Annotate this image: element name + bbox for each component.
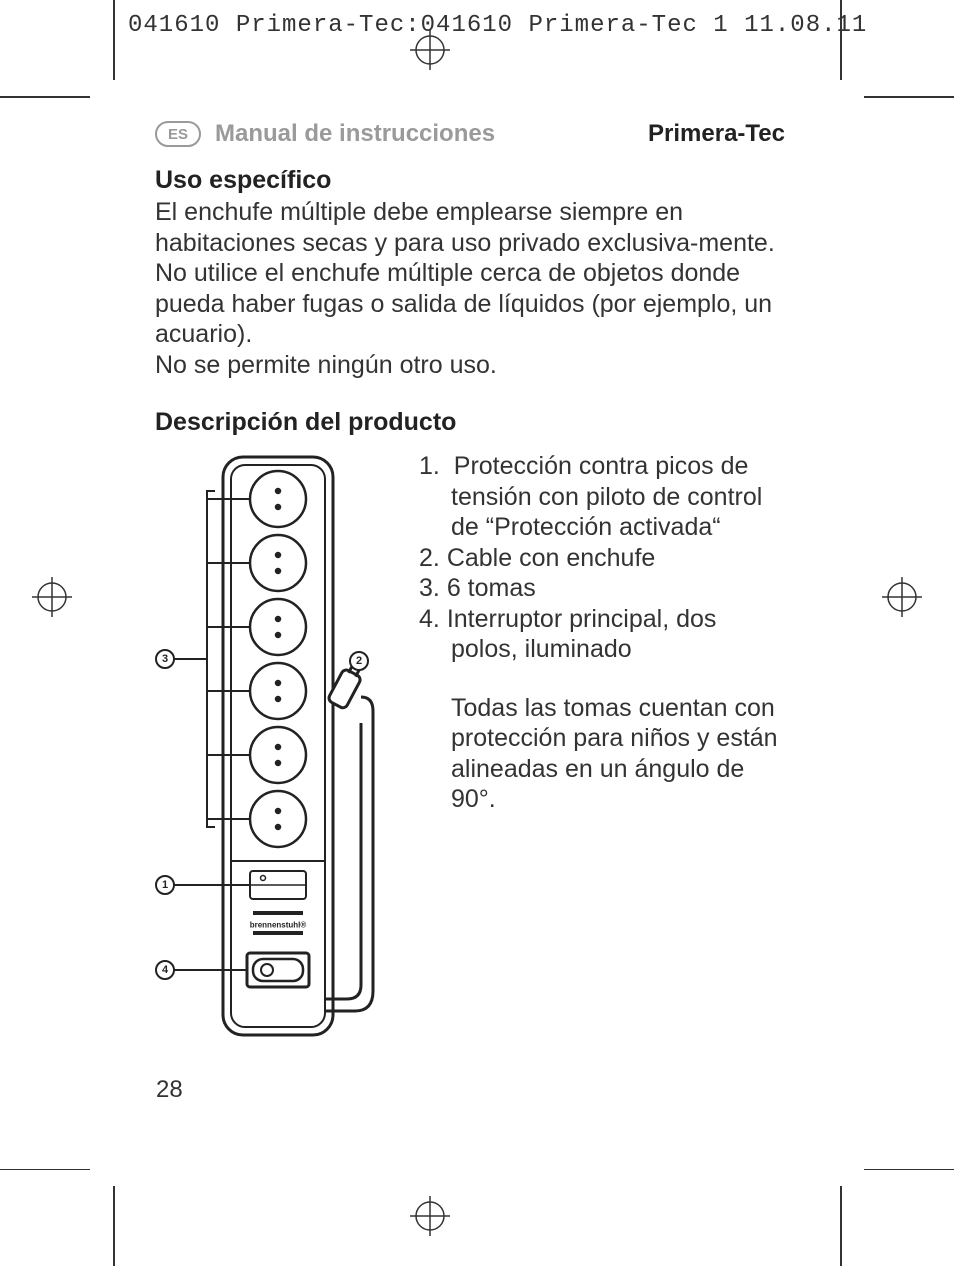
section-heading-descripcion: Descripción del producto xyxy=(155,408,785,437)
item-text: 6 tomas xyxy=(447,574,536,602)
svg-text:2: 2 xyxy=(356,655,362,667)
list-item: 4. Interruptor principal, dos polos, ilu… xyxy=(419,604,785,665)
svg-text:brennenstuhl®: brennenstuhl® xyxy=(250,921,307,930)
item-text: Cable con enchufe xyxy=(447,544,655,572)
feature-note: Todas las tomas cuentan con protección p… xyxy=(419,693,785,815)
crop-mark xyxy=(864,1169,954,1171)
language-badge: ES xyxy=(155,121,201,147)
product-description-row: brennenstuhl® 3 xyxy=(155,451,785,1046)
svg-text:1: 1 xyxy=(162,879,168,891)
item-text: Interruptor principal, dos polos, ilumin… xyxy=(447,605,717,664)
page-number: 28 xyxy=(156,1076,183,1104)
section-body-uso: El enchufe múltiple debe emplearse siemp… xyxy=(155,197,785,380)
registration-mark xyxy=(882,577,922,617)
crop-mark xyxy=(0,96,90,98)
item-number: 2. xyxy=(419,544,440,572)
document-subtitle: Manual de instrucciones xyxy=(215,120,648,148)
brand-name: Primera-Tec xyxy=(648,120,785,148)
crop-mark xyxy=(0,1169,90,1171)
crop-mark xyxy=(840,1186,842,1266)
item-number: 4. xyxy=(419,605,440,633)
product-feature-list: 1. Protección contra picos de tensión co… xyxy=(419,451,785,815)
crop-mark xyxy=(864,96,954,98)
crop-mark xyxy=(113,0,115,80)
product-diagram: brennenstuhl® 3 xyxy=(155,451,395,1046)
svg-text:4: 4 xyxy=(162,964,169,976)
registration-mark xyxy=(410,1196,450,1236)
document-header: ES Manual de instrucciones Primera-Tec xyxy=(155,120,785,148)
section-heading-uso: Uso específico xyxy=(155,166,785,195)
list-item: 1. Protección contra picos de tensión co… xyxy=(419,451,785,543)
crop-mark xyxy=(113,1186,115,1266)
registration-mark xyxy=(32,577,72,617)
list-item: 2. Cable con enchufe xyxy=(419,543,785,574)
item-number: 3. xyxy=(419,574,440,602)
list-item: 3. 6 tomas xyxy=(419,573,785,604)
page-content: ES Manual de instrucciones Primera-Tec U… xyxy=(155,120,785,1046)
item-number: 1. xyxy=(419,452,440,480)
svg-text:3: 3 xyxy=(162,653,168,665)
item-text: Protección contra picos de tensión con p… xyxy=(451,452,762,541)
file-meta-header: 041610 Primera-Tec:041610 Primera-Tec 1 … xyxy=(128,12,867,39)
